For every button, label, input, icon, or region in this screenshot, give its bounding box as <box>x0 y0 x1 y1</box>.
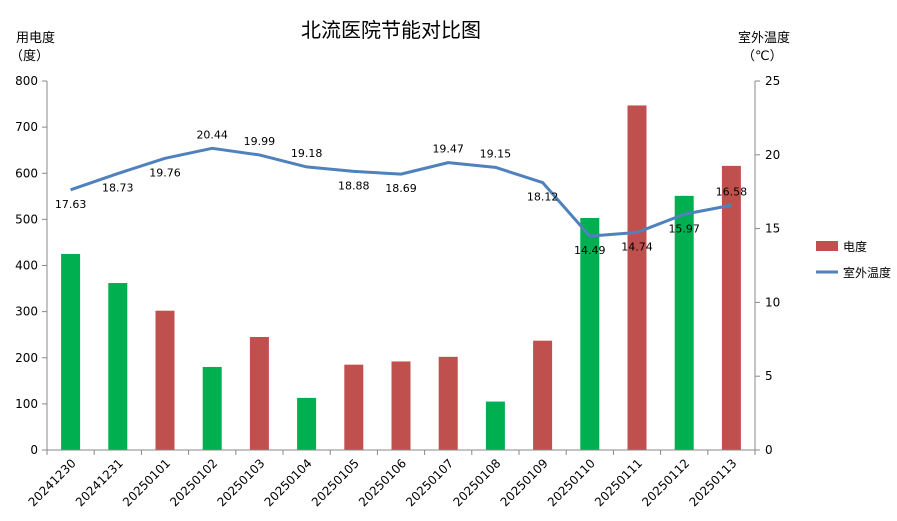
bar <box>249 336 269 450</box>
x-tick-label: 20250113 <box>686 456 739 509</box>
y-right-axis: 0 5 10 15 20 25 <box>754 74 780 457</box>
line-data-label: 18.73 <box>102 182 134 195</box>
x-tick-label: 20250107 <box>403 456 456 509</box>
y-right-axis-title-line1: 室外温度 <box>738 30 790 46</box>
x-tick-label: 20250110 <box>545 456 598 509</box>
x-tick-label: 20241231 <box>73 456 126 509</box>
y-left-axis-title-line1: 用电度 <box>16 30 55 46</box>
x-tick-label: 20250112 <box>639 456 692 509</box>
legend-swatch-bar <box>816 241 838 251</box>
y-right-tick-label: 10 <box>765 295 780 309</box>
legend: 电度 室外温度 <box>816 239 891 280</box>
line-data-label: 18.88 <box>338 179 370 192</box>
bar <box>344 364 364 450</box>
y-right-tick-label: 15 <box>765 222 780 236</box>
y-left-tick-label: 0 <box>30 443 38 457</box>
y-right-tick-label: 5 <box>765 369 773 383</box>
line-data-label: 14.74 <box>621 240 653 253</box>
bar <box>108 283 128 450</box>
line-data-label: 14.49 <box>574 244 606 257</box>
y-left-tick-label: 800 <box>15 74 38 88</box>
line-data-label: 19.47 <box>432 143 464 156</box>
bar <box>297 397 317 450</box>
line-data-label: 16.58 <box>716 185 748 198</box>
x-tick-label: 20250111 <box>592 456 645 509</box>
line-data-label: 18.69 <box>385 182 417 195</box>
legend-label-line: 室外温度 <box>843 265 891 280</box>
bar <box>438 356 458 450</box>
bar <box>627 105 647 450</box>
x-tick-label: 20250102 <box>167 456 220 509</box>
y-right-tick-label: 25 <box>765 74 780 88</box>
bar <box>202 366 222 450</box>
x-axis: 2024123020241231202501012025010220250103… <box>26 449 756 509</box>
x-tick-label: 20250108 <box>450 456 503 509</box>
bar <box>533 340 553 450</box>
line-data-label: 17.63 <box>55 198 87 211</box>
y-left-tick-label: 600 <box>15 166 38 180</box>
line-series <box>70 146 732 238</box>
y-left-tick-label: 100 <box>15 397 38 411</box>
line-data-label: 19.76 <box>149 166 181 179</box>
x-tick-label: 20241230 <box>26 456 79 509</box>
bar <box>674 195 694 450</box>
bar <box>155 310 175 450</box>
x-tick-label: 20250106 <box>356 456 409 509</box>
line-data-labels: 17.63 18.73 19.76 20.44 19.99 19.18 18.88 18.69… <box>55 128 747 257</box>
y-left-tick-label: 700 <box>15 120 38 134</box>
line-data-label: 19.18 <box>291 147 323 160</box>
y-left-axis-title-line2: （度） <box>10 48 49 64</box>
bar <box>580 217 600 450</box>
x-tick-label: 20250105 <box>309 456 362 509</box>
legend-label-bar: 电度 <box>843 239 867 254</box>
y-left-tick-label: 500 <box>15 212 38 226</box>
x-tick-label: 20250109 <box>498 456 551 509</box>
line-data-label: 19.99 <box>244 135 276 148</box>
bar <box>721 165 741 450</box>
y-left-tick-label: 300 <box>15 305 38 319</box>
y-left-tick-label: 400 <box>15 259 38 273</box>
y-right-tick-label: 20 <box>765 148 780 162</box>
y-right-axis-title-line2: （℃） <box>742 49 783 64</box>
y-right-tick-label: 0 <box>765 443 773 457</box>
line-data-label: 18.12 <box>527 191 559 204</box>
line-data-label: 15.97 <box>668 222 700 235</box>
bar <box>61 253 81 450</box>
x-tick-label: 20250103 <box>214 456 267 509</box>
chart-title: 北流医院节能对比图 <box>301 18 481 42</box>
x-tick-label: 20250104 <box>262 456 315 509</box>
y-left-axis: 0 100 200 300 400 500 600 700 800 <box>15 74 48 457</box>
y-left-tick-label: 200 <box>15 351 38 365</box>
line-data-label: 19.15 <box>480 147 512 160</box>
bar-series <box>61 105 741 450</box>
line-data-label: 20.44 <box>196 128 228 141</box>
x-tick-label: 20250101 <box>120 456 173 509</box>
bar <box>485 401 505 450</box>
bar <box>391 361 411 450</box>
temperature-line <box>70 146 732 238</box>
